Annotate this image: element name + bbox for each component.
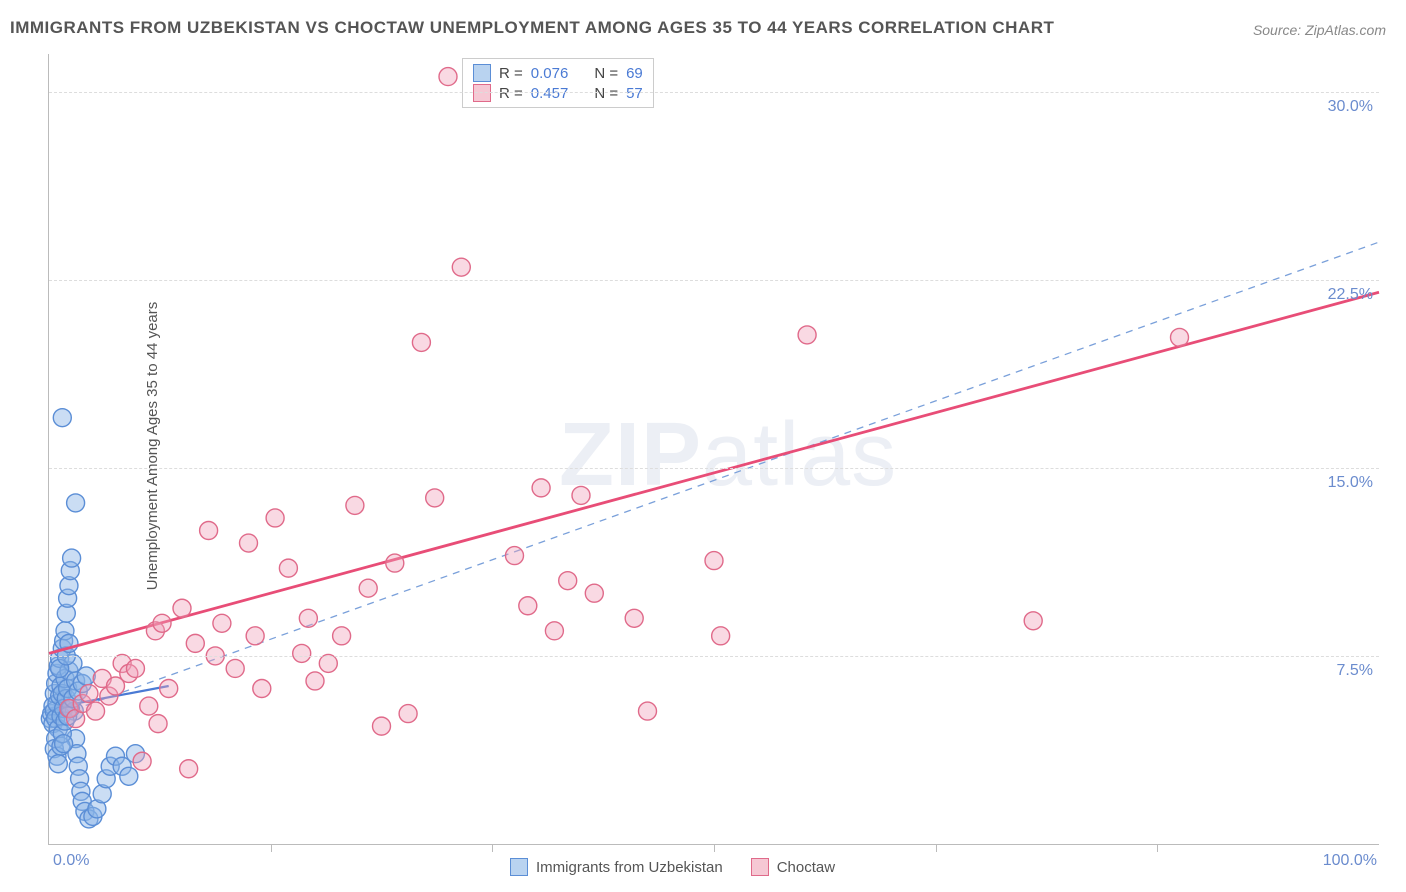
data-point [173, 599, 191, 617]
data-point [306, 672, 324, 690]
data-point [55, 735, 73, 753]
legend-swatch [751, 858, 769, 876]
legend-top-row: R = 0.457 N = 57 [473, 83, 643, 103]
data-point [532, 479, 550, 497]
trend-line-extended [49, 242, 1379, 719]
gridline [49, 468, 1379, 469]
data-point [140, 697, 158, 715]
legend-swatch [473, 84, 491, 102]
legend-r-value: 0.457 [531, 85, 569, 102]
legend-bottom: Immigrants from Uzbekistan Choctaw [510, 858, 835, 876]
data-point [279, 559, 297, 577]
legend-r-value: 0.076 [531, 65, 569, 82]
data-point [226, 659, 244, 677]
data-point [426, 489, 444, 507]
x-tick-mark [492, 844, 493, 852]
legend-n-value: 69 [626, 65, 643, 82]
data-point [399, 705, 417, 723]
data-point [266, 509, 284, 527]
data-point [160, 680, 178, 698]
data-point [67, 494, 85, 512]
data-point [412, 333, 430, 351]
data-point [585, 584, 603, 602]
source-label: Source: ZipAtlas.com [1253, 22, 1386, 38]
data-point [49, 755, 67, 773]
data-point [213, 614, 231, 632]
data-point [77, 667, 95, 685]
data-point [439, 68, 457, 86]
data-point [346, 496, 364, 514]
data-point [63, 549, 81, 567]
gridline [49, 92, 1379, 93]
legend-swatch [510, 858, 528, 876]
y-tick-label: 22.5% [1328, 286, 1373, 304]
legend-top: R = 0.076 N = 69 R = 0.457 N = 57 [462, 58, 654, 108]
x-tick-mark [271, 844, 272, 852]
data-point [705, 552, 723, 570]
data-point [572, 486, 590, 504]
x-tick-mark [714, 844, 715, 852]
data-point [180, 760, 198, 778]
legend-n-label: N = [594, 65, 618, 82]
data-point [545, 622, 563, 640]
data-point [373, 717, 391, 735]
plot-area: ZIPatlas R =0.076N =69R =0.457N =57 7.5%… [48, 54, 1379, 845]
data-point [319, 654, 337, 672]
x-min-label: 0.0% [53, 852, 89, 870]
data-point [253, 680, 271, 698]
data-point [639, 702, 657, 720]
x-max-label: 100.0% [1323, 852, 1377, 870]
plot-svg [49, 54, 1379, 844]
data-point [149, 715, 167, 733]
data-point [1171, 328, 1189, 346]
y-tick-label: 7.5% [1337, 662, 1373, 680]
data-point [133, 752, 151, 770]
data-point [53, 409, 71, 427]
data-point [87, 702, 105, 720]
legend-top-row: R = 0.076 N = 69 [473, 63, 643, 83]
data-point [712, 627, 730, 645]
x-tick-mark [1157, 844, 1158, 852]
legend-series-label: Choctaw [777, 859, 835, 876]
legend-swatch [473, 64, 491, 82]
data-point [333, 627, 351, 645]
data-point [798, 326, 816, 344]
data-point [559, 572, 577, 590]
legend-bottom-item: Immigrants from Uzbekistan [510, 858, 723, 876]
chart-container: IMMIGRANTS FROM UZBEKISTAN VS CHOCTAW UN… [0, 0, 1406, 892]
data-point [293, 644, 311, 662]
legend-r-label: R = [499, 65, 523, 82]
data-point [80, 685, 98, 703]
x-tick-mark [936, 844, 937, 852]
data-point [625, 609, 643, 627]
legend-r-label: R = [499, 85, 523, 102]
data-point [1024, 612, 1042, 630]
data-point [299, 609, 317, 627]
legend-n-label: N = [594, 85, 618, 102]
data-point [359, 579, 377, 597]
legend-bottom-item: Choctaw [751, 858, 835, 876]
legend-n-value: 57 [626, 85, 643, 102]
y-tick-label: 15.0% [1328, 474, 1373, 492]
data-point [452, 258, 470, 276]
chart-title: IMMIGRANTS FROM UZBEKISTAN VS CHOCTAW UN… [10, 18, 1054, 38]
data-point [200, 522, 218, 540]
data-point [120, 767, 138, 785]
data-point [240, 534, 258, 552]
data-point [126, 659, 144, 677]
data-point [246, 627, 264, 645]
data-point [506, 547, 524, 565]
data-point [386, 554, 404, 572]
data-point [153, 614, 171, 632]
gridline [49, 656, 1379, 657]
data-point [519, 597, 537, 615]
y-tick-label: 30.0% [1328, 98, 1373, 116]
data-point [186, 634, 204, 652]
gridline [49, 280, 1379, 281]
legend-series-label: Immigrants from Uzbekistan [536, 859, 723, 876]
